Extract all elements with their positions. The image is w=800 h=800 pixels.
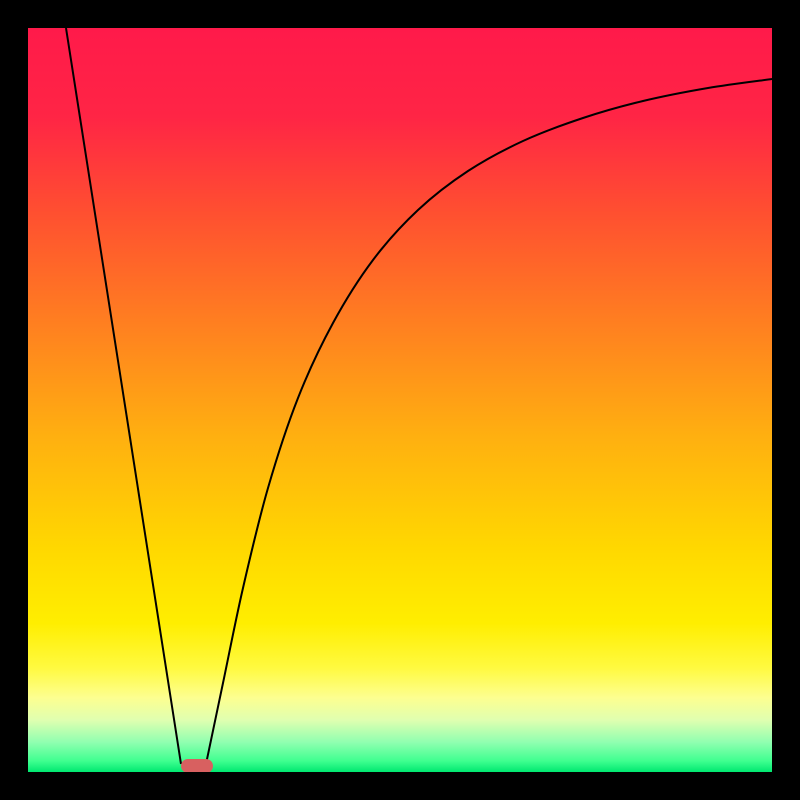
curve-layer xyxy=(28,28,772,772)
right-curve-path xyxy=(206,79,772,764)
bottleneck-marker xyxy=(181,759,213,772)
left-line-path xyxy=(66,28,181,764)
chart-container xyxy=(28,28,772,772)
watermark-text: TheBottleneck.com xyxy=(604,5,788,28)
